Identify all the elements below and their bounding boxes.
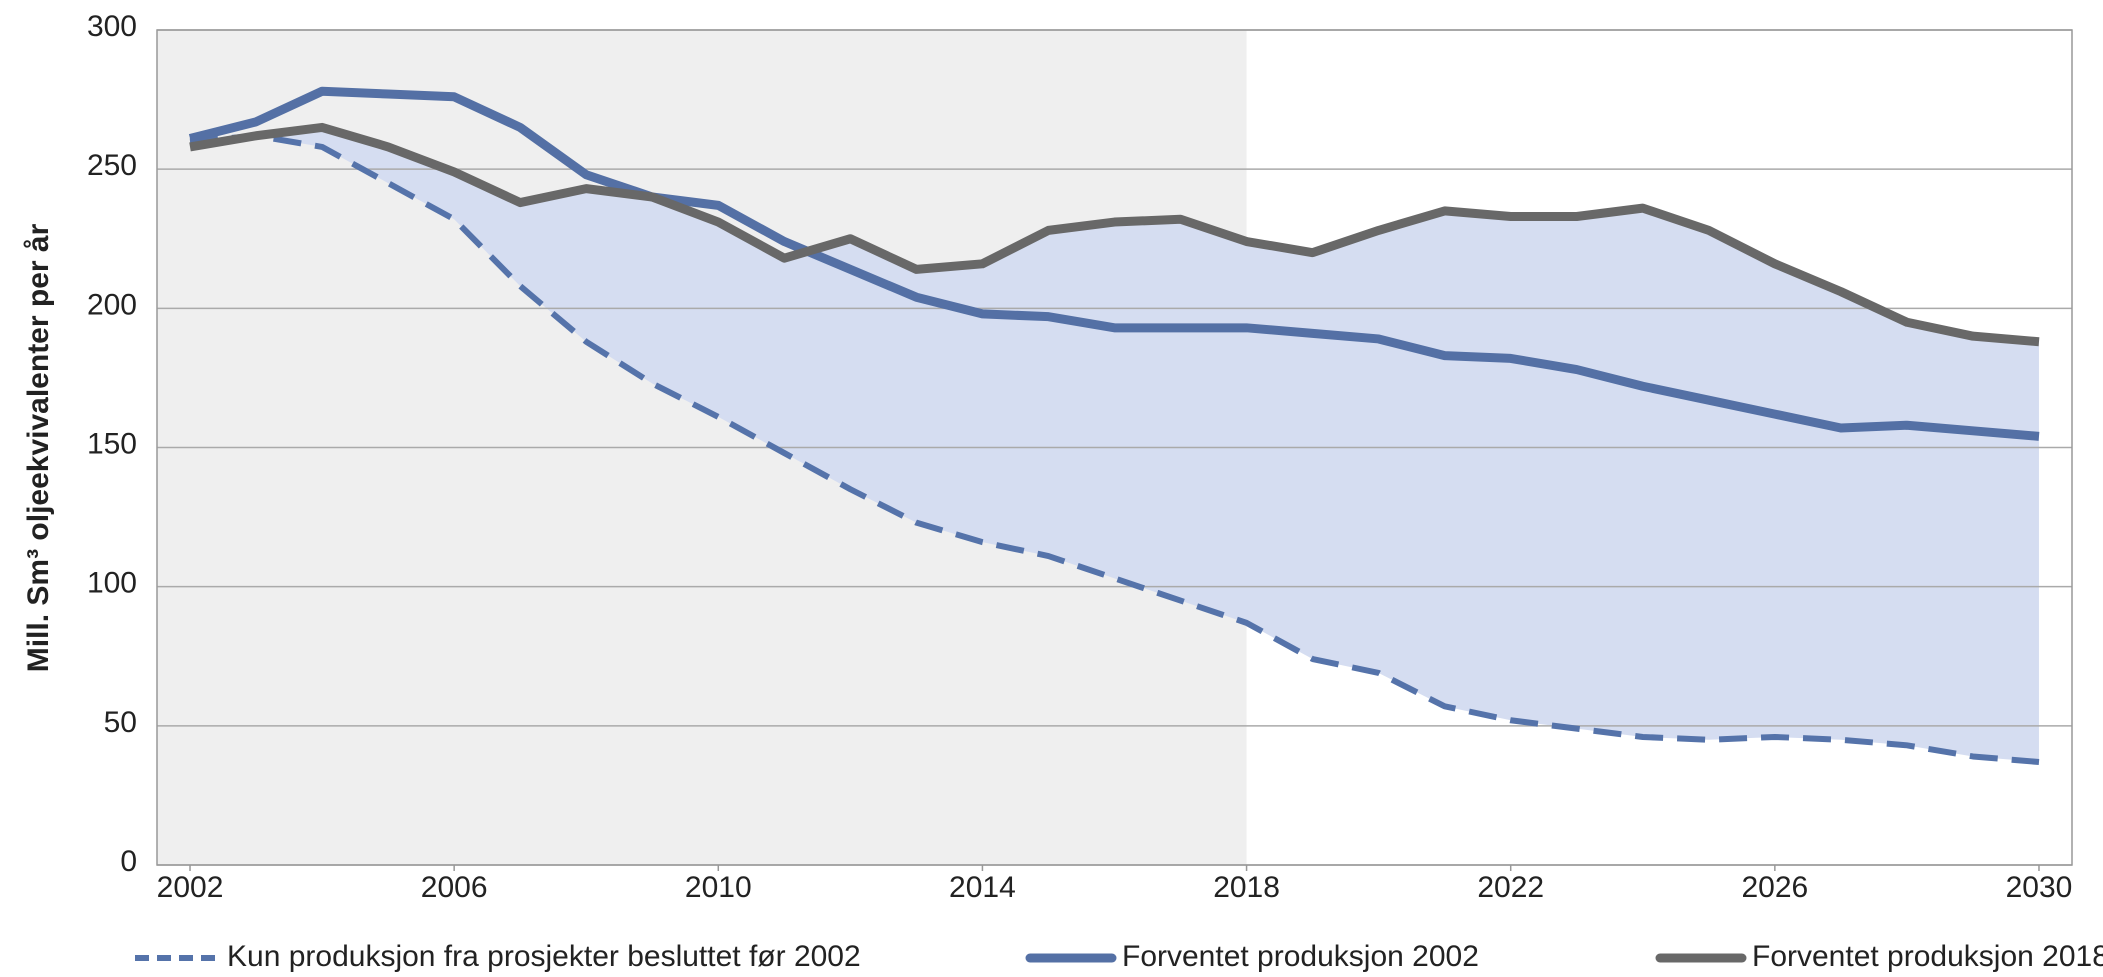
x-tick-label: 2018 — [1213, 871, 1280, 904]
line-series — [189, 132, 2040, 766]
y-tick-label: 100 — [87, 567, 137, 600]
x-tick-label: 2026 — [1741, 871, 1808, 904]
legend-label: Forventet produksjon 2018 — [1752, 940, 2103, 973]
y-tick-label: 250 — [87, 149, 137, 182]
x-tick-label: 2014 — [949, 871, 1016, 904]
y-tick-label: 300 — [87, 10, 137, 43]
range-area — [190, 127, 2039, 763]
y-tick-label: 150 — [87, 427, 137, 460]
y-axis-label: Mill. Sm³ oljeekvivalenter per år — [22, 223, 55, 672]
y-tick-label: 0 — [120, 845, 137, 878]
line-series — [188, 86, 2040, 441]
x-tick-label: 2022 — [1477, 871, 1544, 904]
line-series — [189, 122, 2040, 347]
x-tick-label: 2006 — [421, 871, 488, 904]
x-tick-label: 2010 — [685, 871, 752, 904]
x-tick-label: 2002 — [157, 871, 224, 904]
x-tick-label: 2030 — [2006, 871, 2073, 904]
y-tick-label: 200 — [87, 288, 137, 321]
y-tick-label: 50 — [104, 706, 137, 739]
plot-border — [156, 29, 2073, 866]
legend-label: Kun produksjon fra prosjekter besluttet … — [227, 940, 861, 973]
legend-label: Forventet produksjon 2002 — [1122, 940, 1479, 973]
